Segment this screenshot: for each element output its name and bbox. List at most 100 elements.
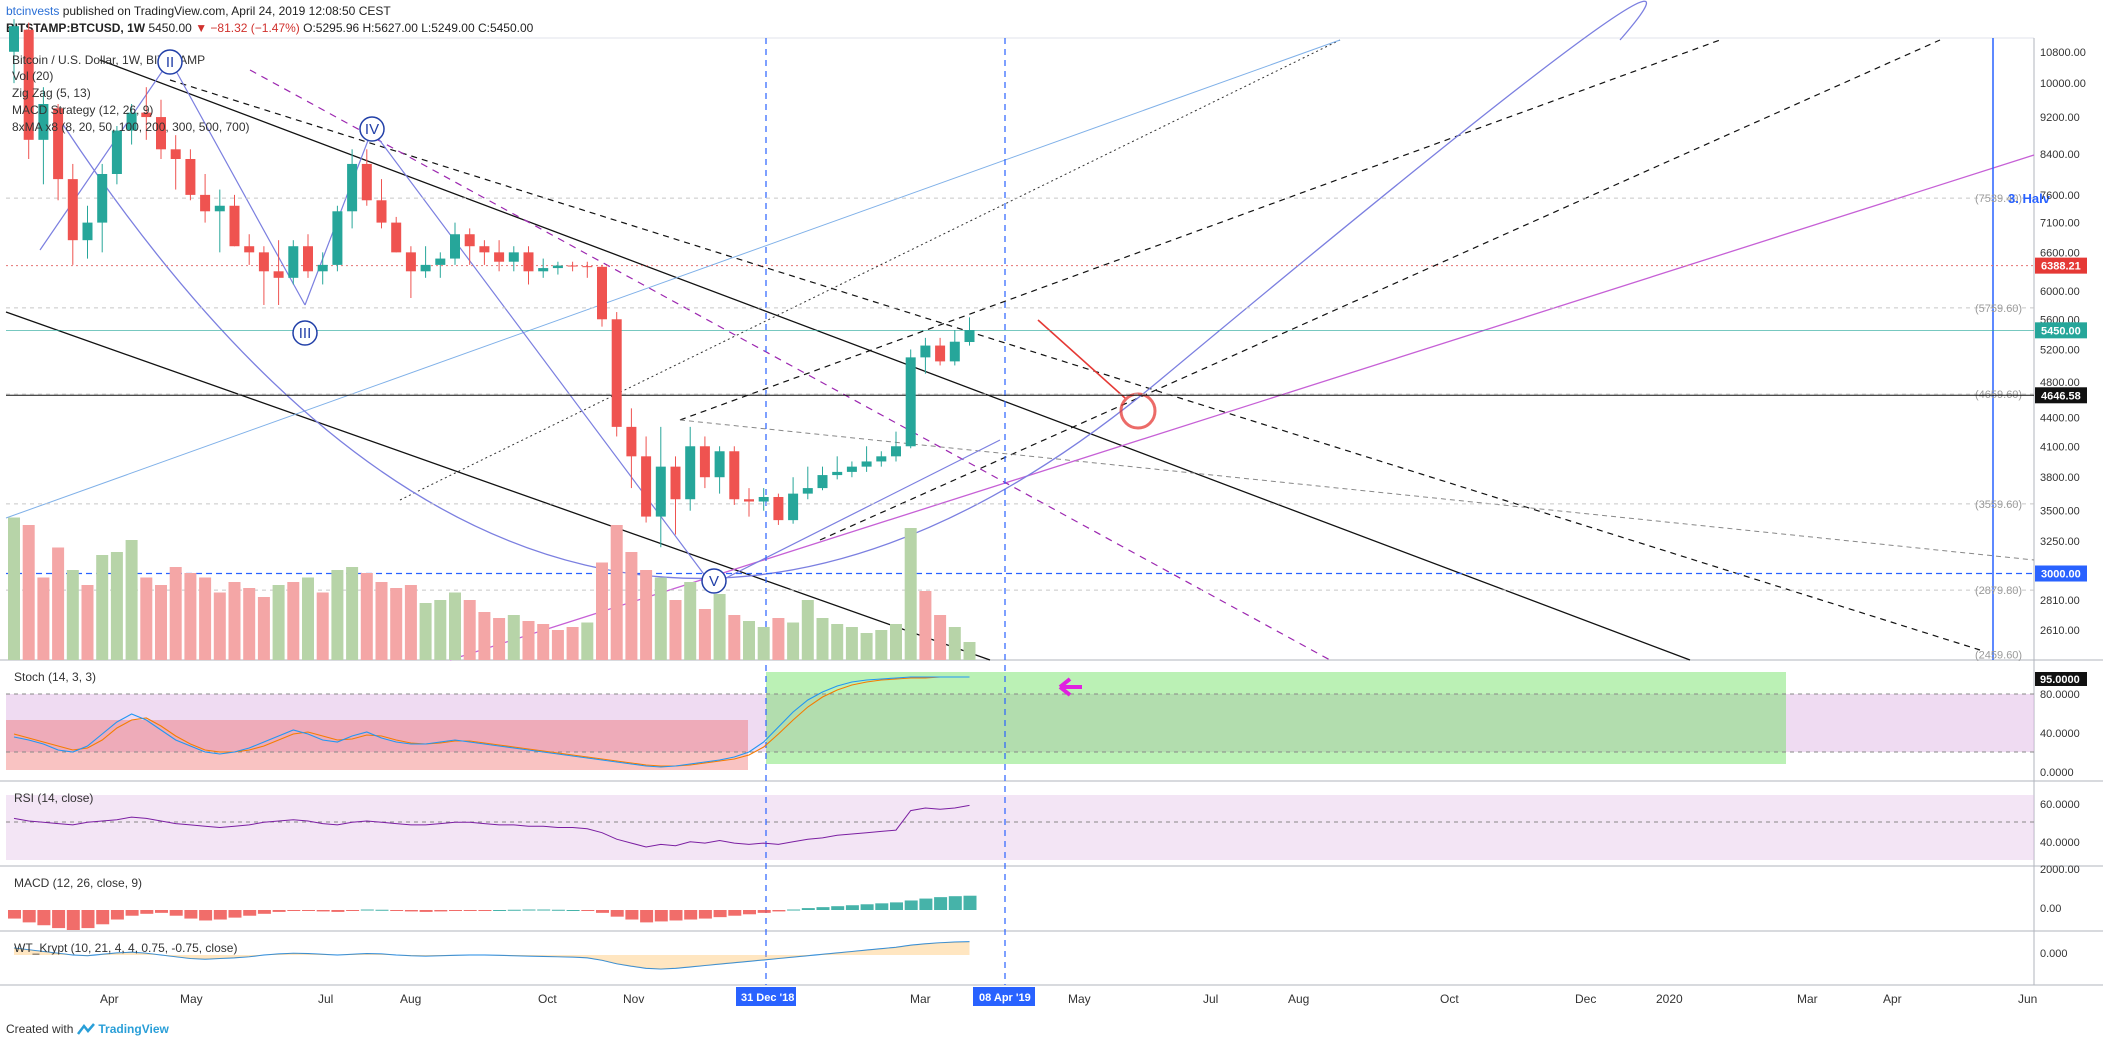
time-label: Mar [1797,992,1818,1006]
volume-bar [890,624,902,660]
macd-bar [257,910,271,914]
candle-body [38,103,49,140]
candle [508,246,519,272]
time-label: Oct [1440,992,1459,1006]
author-link[interactable]: btcinvests [6,4,60,18]
level-label: (2879.80) [1975,585,2022,597]
time-label: Apr [100,992,119,1006]
wave-label: V [709,573,719,590]
candle [361,149,372,206]
candle-body [758,496,769,502]
volume-bar [66,570,79,660]
macd-bar [654,910,668,922]
volume-bar [184,573,197,660]
volume-bar [199,577,212,660]
candle-body [435,258,446,265]
candle-body [464,234,475,247]
time-label: Mar [910,992,931,1006]
macd-bar [919,898,933,910]
candle [846,461,857,478]
price-tag [2035,322,2087,339]
candle [641,436,652,523]
candle [464,228,475,265]
price-tick: 6000.00 [2040,286,2080,298]
volume-bar [302,577,314,660]
volume-bar [875,630,888,660]
time-label: Aug [400,992,421,1006]
candle [170,135,181,190]
volume-bar [257,597,270,660]
stoch-label[interactable]: Stoch (14, 3, 3) [14,670,96,684]
candle-body [9,26,19,52]
wt-label[interactable]: WT_Krypt (10, 21, 4, 4, 0.75, -0.75, clo… [14,941,237,955]
time-highlight [736,987,796,1006]
volume-bar [934,615,947,660]
tradingview-icon [77,1023,96,1035]
macd-bar [22,910,36,923]
macd-bar [507,909,521,911]
macd-label[interactable]: MACD (12, 26, close, 9) [14,876,142,890]
wave-label: III [299,325,312,342]
candle [655,426,666,548]
candle-body [905,357,916,447]
volume-bar [816,618,829,660]
stoch-band [6,694,2034,752]
candle [685,426,696,511]
macd-bar [302,910,315,911]
rsi-label[interactable]: RSI (14, close) [14,791,93,805]
volume-bar [316,592,329,660]
volume-bar [713,594,726,660]
volume-bar [331,570,344,660]
macd-bar [228,910,242,918]
candle [597,264,607,327]
candle [964,317,975,346]
candle [876,451,887,467]
candle-body [405,252,416,272]
published-text: published on TradingView.com, April 24, … [62,4,391,18]
volume-bar [551,630,564,660]
volume-bar [8,517,20,660]
macd-bar [801,908,815,910]
macd-bar [566,910,580,911]
price-axis[interactable]: 10800.00 10000.00 9200.00 8400.00 7600.00 710… [2035,47,2087,637]
volume-bar [155,585,167,660]
time-label: Nov [623,992,644,1006]
stoch-axis: 80.0000 40.0000 0.0000 95.0000 [2035,672,2087,779]
macd-bar [787,909,801,911]
candle-body [846,466,857,472]
wave-marker [359,116,385,142]
macd-bar [419,910,433,912]
candle-body [597,266,607,320]
candle-body [376,200,387,223]
time-highlight [973,987,1035,1006]
candle-body [891,446,901,457]
level-label: (2459.60) [1975,649,2022,661]
time-label: 2020 [1656,992,1683,1006]
tradingview-logo[interactable]: TradingView [77,1022,169,1036]
macd-bar [81,910,95,929]
macd-bar [596,910,609,913]
candle-body [641,456,652,517]
candle [905,349,916,449]
candle [185,149,196,201]
wt-fill [14,941,970,969]
candle-body [802,488,813,494]
time-highlight-text: 08 Apr '19 [979,992,1031,1004]
time-axis[interactable]: Apr May Jul Aug Oct Nov Mar May Jul Aug … [100,987,2037,1006]
rsi-axis: 60.0000 40.0000 [2040,799,2080,849]
candle [303,234,313,278]
volume-bar [566,627,579,660]
legend-line: MACD Strategy (12, 26, 9) [12,103,153,117]
volume-bar [640,570,653,660]
candle [788,477,799,524]
candle-body [200,194,211,212]
stoch-tick: 80.0000 [2040,689,2080,701]
macd-bar [684,910,698,920]
candle [214,189,225,253]
candle-body [303,246,313,272]
stoch-k-line [13,676,970,768]
candle-body [229,205,240,247]
candle [582,261,593,278]
macd-bar [757,910,771,913]
